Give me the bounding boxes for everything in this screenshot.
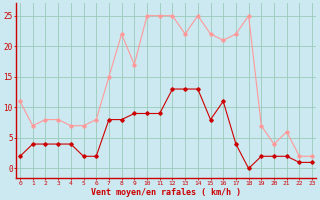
X-axis label: Vent moyen/en rafales ( km/h ): Vent moyen/en rafales ( km/h ) bbox=[91, 188, 241, 197]
